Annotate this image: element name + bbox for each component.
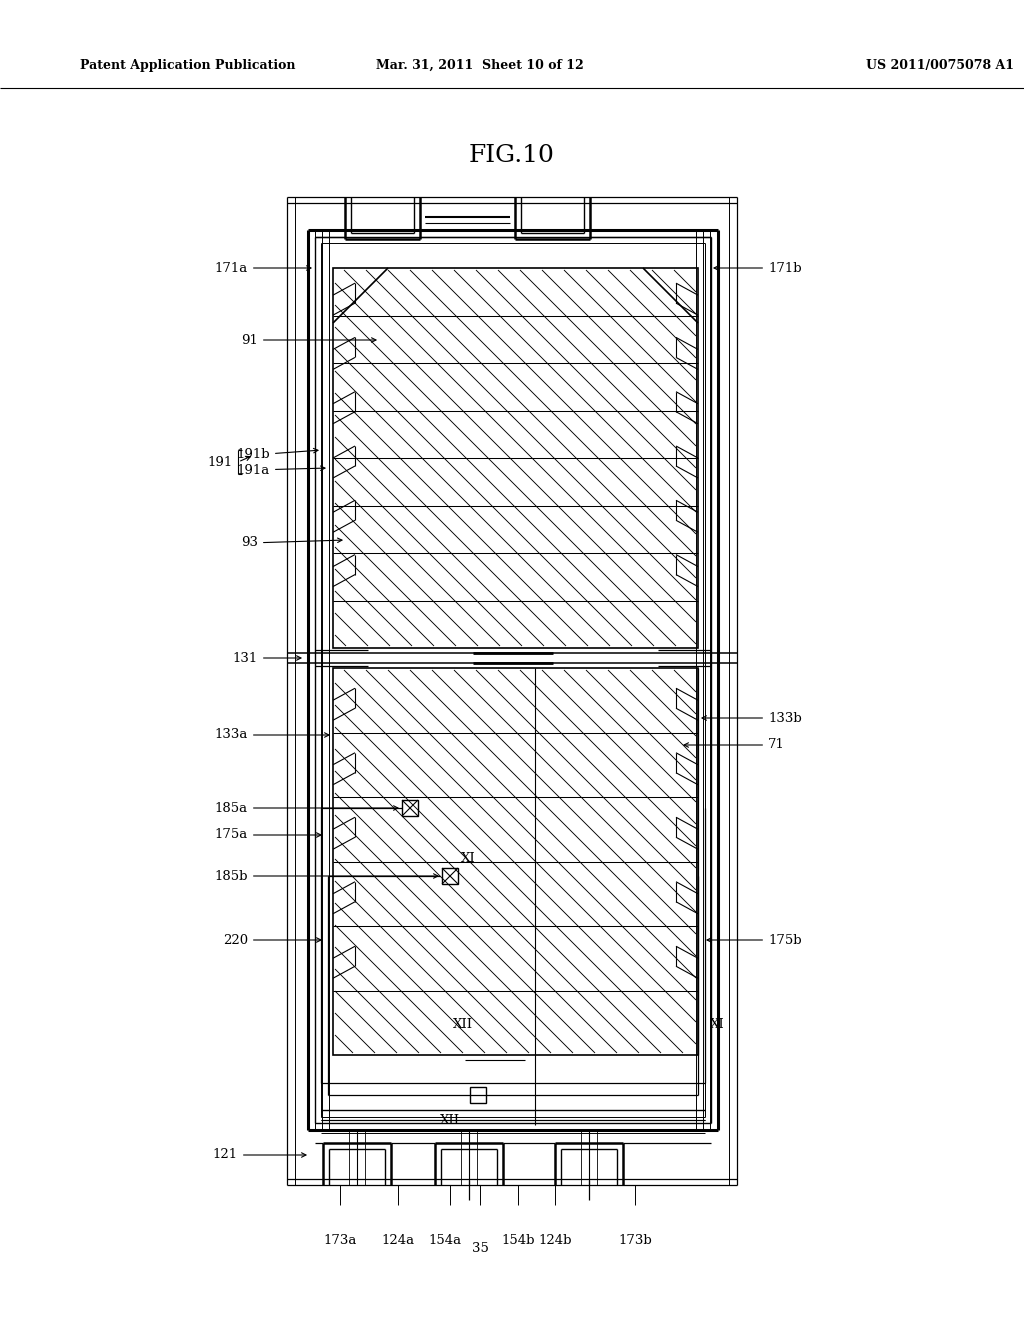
- Text: 185b: 185b: [214, 870, 438, 883]
- Bar: [333, 668, 698, 1055]
- Text: 191a: 191a: [237, 463, 325, 477]
- Text: 124b: 124b: [539, 1233, 571, 1246]
- Text: XI: XI: [710, 1019, 725, 1031]
- Text: 154a: 154a: [428, 1233, 462, 1246]
- Bar: [442, 869, 458, 884]
- Text: 175a: 175a: [215, 829, 321, 842]
- Text: 131: 131: [232, 652, 301, 664]
- Text: 124a: 124a: [381, 1233, 415, 1246]
- Text: 133a: 133a: [215, 729, 329, 742]
- Bar: [402, 800, 418, 816]
- Bar: [470, 1086, 486, 1104]
- Bar: [333, 268, 698, 648]
- Text: 191: 191: [208, 455, 233, 469]
- Text: 121: 121: [213, 1148, 306, 1162]
- Text: 91: 91: [241, 334, 376, 346]
- Text: 154b: 154b: [502, 1233, 535, 1246]
- Text: 171b: 171b: [714, 261, 802, 275]
- Text: XII: XII: [453, 1019, 473, 1031]
- Text: 175b: 175b: [707, 933, 802, 946]
- Text: XII: XII: [440, 1114, 460, 1126]
- Text: 35: 35: [472, 1242, 488, 1254]
- Text: FIG.10: FIG.10: [469, 144, 555, 166]
- Text: 171a: 171a: [215, 261, 311, 275]
- Text: XI: XI: [461, 851, 475, 865]
- Text: 191b: 191b: [237, 449, 318, 462]
- Text: US 2011/0075078 A1: US 2011/0075078 A1: [866, 58, 1014, 71]
- Text: 185a: 185a: [215, 801, 398, 814]
- Text: 71: 71: [684, 738, 784, 751]
- Text: Mar. 31, 2011  Sheet 10 of 12: Mar. 31, 2011 Sheet 10 of 12: [376, 58, 584, 71]
- Text: 93: 93: [241, 536, 342, 549]
- Text: 173a: 173a: [324, 1233, 356, 1246]
- Text: 133b: 133b: [702, 711, 802, 725]
- Text: 220: 220: [223, 933, 321, 946]
- Text: 173b: 173b: [618, 1233, 652, 1246]
- Text: Patent Application Publication: Patent Application Publication: [80, 58, 296, 71]
